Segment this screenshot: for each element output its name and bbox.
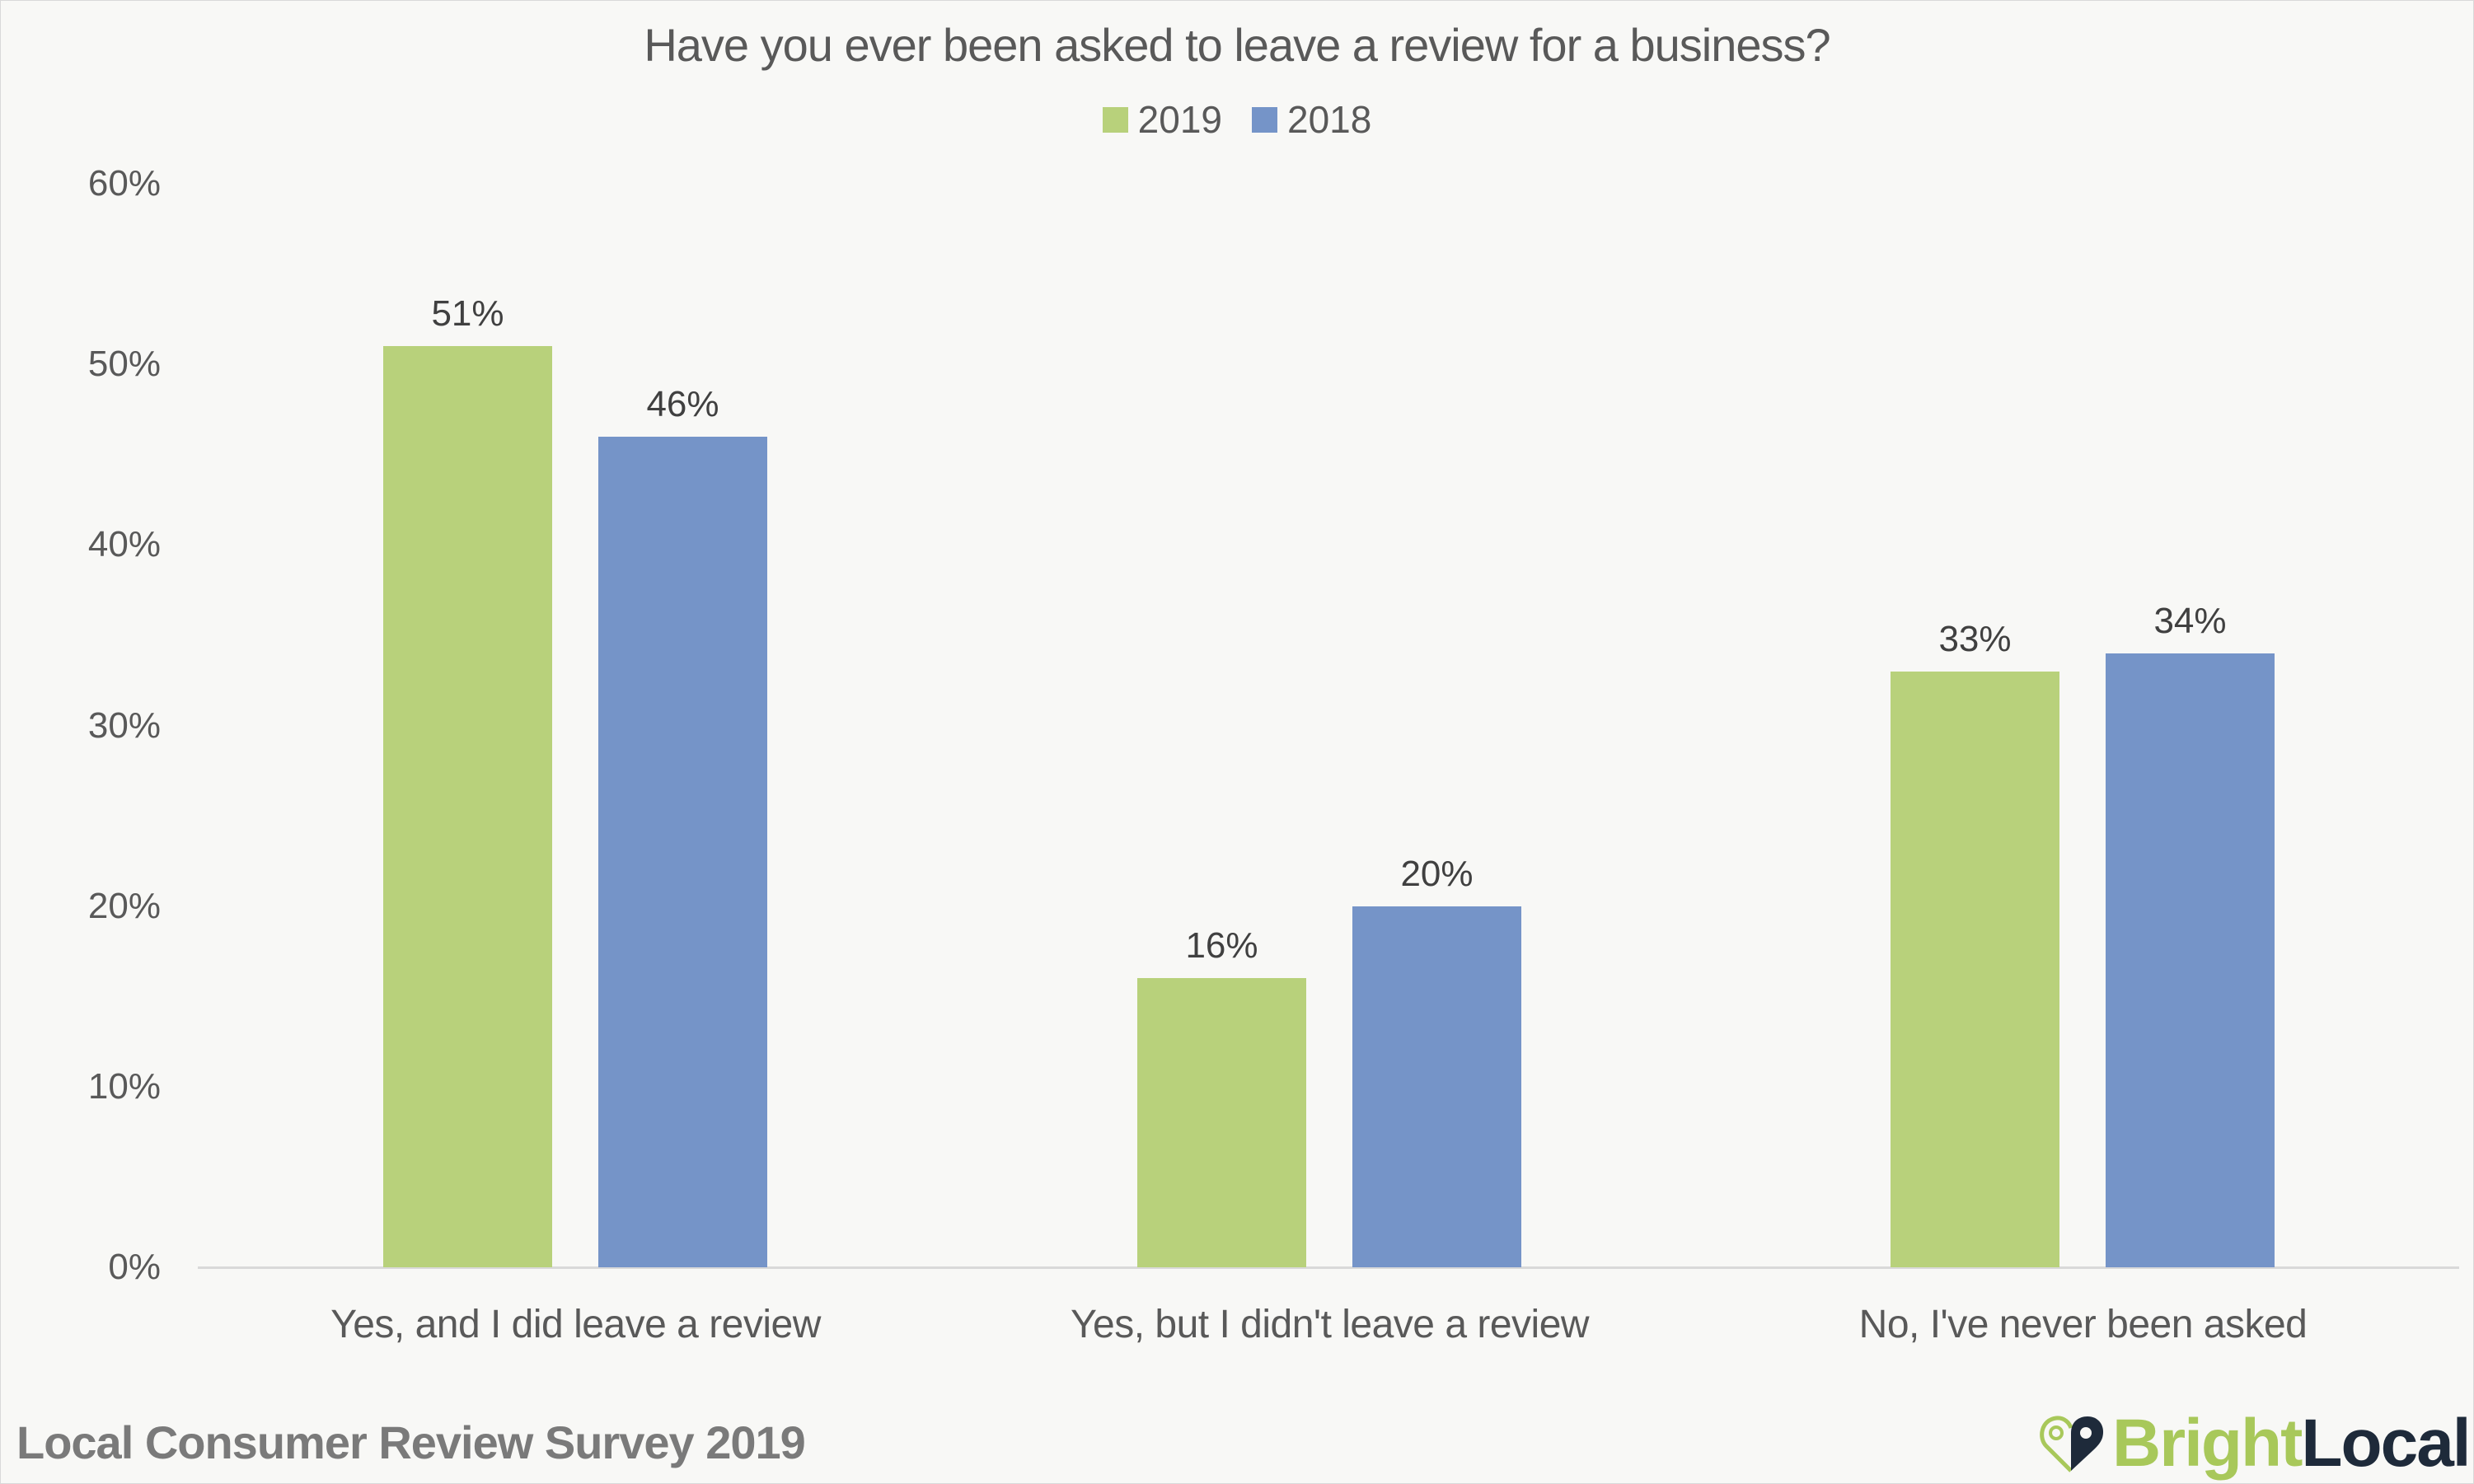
data-label: 16% (1185, 925, 1258, 967)
legend-swatch-2018 (1252, 106, 1277, 133)
bar-2018-0 (598, 436, 767, 1267)
legend-swatch-2019 (1102, 106, 1128, 133)
x-category-label: Yes, but I didn't leave a review (1070, 1303, 1590, 1346)
x-category-label: Yes, and I did leave a review (330, 1303, 821, 1346)
legend-item-2018: 2018 (1252, 97, 1371, 142)
y-tick-label: 20% (87, 885, 161, 926)
data-label: 51% (431, 293, 504, 335)
chart-title: Have you ever been asked to leave a revi… (644, 19, 1830, 71)
data-label: 46% (646, 383, 719, 424)
data-label: 33% (1938, 618, 2012, 659)
legend: 2019 2018 (0, 97, 2474, 142)
brightlocal-logo: Bright Local (2040, 1405, 2472, 1482)
bar-2018-1 (1352, 906, 1521, 1267)
bar-2019-0 (383, 346, 552, 1267)
legend-label-2018: 2018 (1287, 98, 1372, 141)
legend-item-2019: 2019 (1102, 97, 1222, 142)
heart-pin-icon (2040, 1416, 2104, 1472)
logo-text-bright: Bright (2112, 1406, 2303, 1481)
data-label: 34% (2153, 600, 2227, 641)
logo-text-local: Local (2301, 1406, 2471, 1481)
bar-2018-2 (2106, 653, 2275, 1267)
bar-2019-1 (1137, 978, 1306, 1267)
bar-2019-2 (1891, 671, 2059, 1267)
x-axis-line (198, 1266, 2459, 1269)
y-tick-label: 40% (87, 524, 161, 565)
y-tick-label: 30% (87, 705, 161, 746)
y-tick-label: 50% (87, 344, 161, 385)
legend-label-2019: 2019 (1137, 98, 1222, 141)
y-tick-label: 0% (108, 1247, 161, 1287)
y-tick-label: 10% (87, 1065, 161, 1107)
x-category-label: No, I've never been asked (1858, 1303, 2308, 1346)
footer-source: Local Consumer Review Survey 2019 (16, 1416, 806, 1468)
y-tick-label: 60% (87, 163, 161, 204)
data-label: 20% (1400, 853, 1474, 894)
